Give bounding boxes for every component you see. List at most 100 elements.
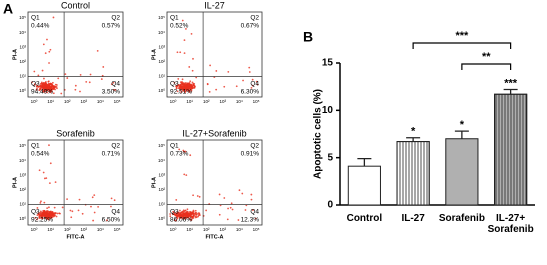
event-dot: [242, 79, 244, 82]
event-dot: [182, 86, 185, 89]
event-dot: [238, 189, 241, 192]
event-dot: [180, 211, 183, 214]
event-dot: [191, 215, 194, 218]
event-dot: [179, 217, 182, 220]
event-dot: [110, 83, 113, 86]
event-dot: [66, 77, 69, 79]
x-tick-label: 10¹: [186, 227, 193, 232]
y-tick-label: 10³: [158, 44, 165, 49]
y-tick-label: 10⁵: [158, 15, 165, 20]
event-dot: [175, 199, 178, 201]
quadrant-value: 92.25%: [31, 217, 53, 224]
event-dot: [78, 198, 81, 201]
event-dot: [182, 212, 185, 214]
event-dot: [58, 212, 61, 215]
event-dot: [54, 181, 57, 184]
event-dot: [186, 88, 189, 91]
event-dot: [198, 195, 201, 198]
event-dot: [39, 82, 42, 85]
event-dot: [49, 162, 52, 165]
event-dot: [46, 207, 49, 210]
event-dot: [252, 209, 254, 211]
event-dot: [182, 209, 185, 212]
event-dot: [44, 213, 47, 216]
event-dot: [71, 210, 74, 213]
event-dot: [43, 77, 45, 80]
event-dot: [189, 80, 192, 83]
event-dot: [255, 80, 258, 83]
event-dot: [47, 210, 49, 213]
event-dot: [46, 38, 48, 41]
event-dot: [251, 78, 254, 81]
event-dot: [49, 85, 52, 88]
error-bar: [454, 130, 469, 139]
event-dot: [38, 169, 41, 172]
y-tick-label: 10⁴: [158, 30, 165, 35]
x-tick-label: Control: [346, 213, 383, 224]
event-dot: [39, 201, 42, 204]
y-tick-label: 10²: [158, 59, 165, 64]
event-dot: [41, 212, 44, 215]
event-dot: [40, 81, 43, 84]
event-dot: [60, 92, 63, 95]
event-dot: [37, 213, 40, 216]
event-dot: [196, 195, 199, 197]
y-tick-label: 15: [322, 58, 334, 69]
event-dot: [187, 86, 190, 89]
event-dot: [179, 51, 182, 54]
plot-title: Control: [61, 0, 90, 10]
y-tick-label: 10⁰: [19, 88, 26, 93]
event-dot: [194, 212, 197, 214]
significance-label: *: [411, 126, 416, 138]
event-dot: [194, 216, 197, 219]
quadrant-label: Q3: [170, 81, 179, 88]
quadrant-label: Q2: [111, 15, 120, 22]
event-dot: [70, 216, 73, 219]
event-dot: [54, 214, 56, 217]
event-dot: [51, 216, 54, 219]
event-dot: [44, 216, 47, 219]
y-tick-label: 10³: [19, 44, 26, 49]
event-dot: [179, 84, 182, 87]
event-dot: [110, 205, 112, 208]
event-dot: [43, 87, 46, 90]
quadrant-value: 6.50%: [102, 217, 121, 224]
error-bar: [357, 157, 372, 167]
x-tick-label: IL-27: [401, 213, 425, 224]
x-tick-label: 10³: [81, 99, 88, 104]
quadrant-value: 0.73%: [170, 151, 189, 158]
x-tick-label: 10²: [64, 227, 71, 232]
event-dot: [48, 50, 51, 53]
y-tick-label: 10⁰: [158, 216, 165, 221]
y-tick-label: 5: [327, 152, 333, 163]
event-dot: [186, 214, 189, 217]
event-dot: [49, 215, 51, 218]
event-dot: [183, 173, 186, 176]
event-dot: [250, 86, 253, 89]
event-dot: [42, 84, 44, 87]
event-dot: [190, 84, 193, 87]
y-axis-label: PI-A: [12, 177, 18, 188]
quadrant-value: 0.54%: [31, 151, 50, 158]
event-dot: [40, 200, 42, 203]
event-dot: [112, 88, 115, 91]
quadrant-label: Q2: [250, 15, 259, 22]
quadrant-label: Q3: [31, 81, 40, 88]
y-axis-label: PI-A: [12, 49, 18, 60]
bracket-label: **: [482, 51, 491, 63]
x-tick-label: 10¹: [47, 227, 54, 232]
event-dot: [184, 89, 187, 92]
event-dot: [105, 219, 108, 222]
event-dot: [185, 28, 187, 30]
quadrant-value: 0.67%: [241, 23, 260, 30]
event-dot: [226, 218, 229, 221]
panel-label: A: [3, 1, 13, 17]
event-dot: [176, 51, 179, 54]
event-dot: [64, 73, 67, 76]
event-dot: [31, 81, 33, 84]
event-dot: [52, 92, 55, 95]
y-tick-label: 10³: [158, 172, 165, 177]
event-dot: [96, 50, 99, 52]
event-dot: [183, 84, 185, 87]
